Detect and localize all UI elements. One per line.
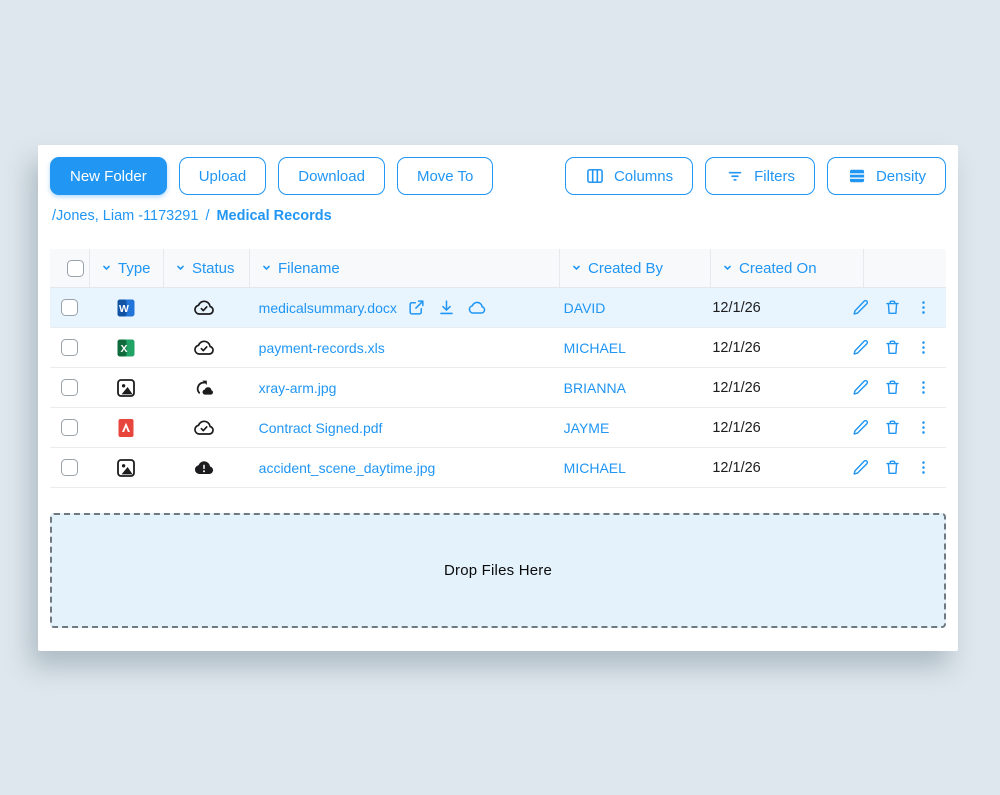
delete-icon[interactable] bbox=[883, 458, 902, 477]
table-row[interactable]: X payment-records.xls MICHAEL 12/1/26 bbox=[50, 328, 946, 368]
excel-file-icon: X bbox=[116, 338, 136, 358]
table-body: W medicalsummary.docx DAVID 12/1/26 X pa… bbox=[50, 288, 946, 488]
density-button[interactable]: Density bbox=[826, 157, 946, 195]
row-checkbox[interactable] bbox=[61, 339, 79, 356]
filters-button-label: Filters bbox=[754, 167, 795, 185]
table-header-row: Type Status Filename Created By Created … bbox=[50, 249, 946, 288]
filename-link[interactable]: payment-records.xls bbox=[258, 339, 385, 356]
column-header-created-by[interactable]: Created By bbox=[560, 249, 711, 287]
row-checkbox[interactable] bbox=[61, 459, 79, 476]
table-row[interactable]: W medicalsummary.docx DAVID 12/1/26 bbox=[50, 288, 946, 328]
download-icon[interactable] bbox=[437, 298, 456, 317]
sort-chevron-icon[interactable] bbox=[261, 260, 272, 277]
edit-icon[interactable] bbox=[851, 418, 870, 437]
download-button[interactable]: Download bbox=[278, 157, 385, 195]
sort-chevron-icon[interactable] bbox=[175, 260, 186, 277]
dropzone-label: Drop Files Here bbox=[443, 562, 553, 579]
cloud-sync-icon bbox=[192, 376, 216, 400]
columns-button-label: Columns bbox=[613, 167, 674, 185]
toolbar: New Folder Upload Download Move To Colum… bbox=[50, 157, 946, 195]
breadcrumb-current: Medical Records bbox=[216, 208, 332, 224]
sort-chevron-icon[interactable] bbox=[722, 260, 733, 277]
columns-button[interactable]: Columns bbox=[564, 157, 694, 195]
created-by-link[interactable]: JAYME bbox=[563, 419, 610, 436]
filename-link[interactable]: xray-arm.jpg bbox=[258, 379, 337, 396]
sort-chevron-icon[interactable] bbox=[101, 260, 112, 277]
delete-icon[interactable] bbox=[883, 418, 902, 437]
filename-link[interactable]: Contract Signed.pdf bbox=[258, 419, 383, 436]
filters-button[interactable]: Filters bbox=[705, 157, 815, 195]
created-on-value: 12/1/26 bbox=[712, 379, 761, 396]
delete-icon[interactable] bbox=[883, 298, 902, 317]
new-folder-button[interactable]: New Folder bbox=[50, 157, 167, 195]
more-options-icon[interactable] bbox=[915, 338, 932, 357]
more-options-icon[interactable] bbox=[915, 418, 932, 437]
edit-icon[interactable] bbox=[851, 298, 870, 317]
files-table: Type Status Filename Created By Created … bbox=[50, 249, 946, 488]
file-manager-panel: New Folder Upload Download Move To Colum… bbox=[38, 145, 958, 651]
column-header-type[interactable]: Type bbox=[90, 249, 164, 287]
breadcrumb-parent-link[interactable]: /Jones, Liam -1173291 bbox=[52, 208, 199, 224]
table-row[interactable]: Contract Signed.pdf JAYME 12/1/26 bbox=[50, 408, 946, 448]
created-by-link[interactable]: DAVID bbox=[563, 299, 606, 316]
column-header-label: Status bbox=[192, 259, 235, 277]
breadcrumb-separator: / bbox=[205, 208, 210, 224]
breadcrumb: /Jones, Liam -1173291 / Medical Records bbox=[52, 208, 946, 224]
file-dropzone[interactable]: Drop Files Here bbox=[50, 513, 946, 628]
image-file-icon bbox=[116, 378, 136, 398]
delete-icon[interactable] bbox=[883, 378, 902, 397]
column-header-label: Type bbox=[118, 259, 151, 277]
toolbar-left-group: New Folder Upload Download Move To bbox=[50, 157, 494, 195]
columns-icon bbox=[585, 166, 605, 186]
created-on-value: 12/1/26 bbox=[712, 299, 761, 316]
created-on-value: 12/1/26 bbox=[712, 339, 761, 356]
cloud-check-icon bbox=[192, 336, 216, 360]
row-checkbox[interactable] bbox=[61, 379, 79, 396]
svg-text:W: W bbox=[119, 303, 129, 315]
delete-icon[interactable] bbox=[883, 338, 902, 357]
upload-button[interactable]: Upload bbox=[178, 157, 267, 195]
column-header-label: Created By bbox=[588, 259, 664, 277]
row-checkbox[interactable] bbox=[61, 419, 79, 436]
cloud-alert-icon bbox=[192, 456, 216, 480]
created-by-link[interactable]: MICHAEL bbox=[563, 339, 626, 356]
external-link-icon[interactable] bbox=[407, 298, 426, 317]
column-header-created-on[interactable]: Created On bbox=[711, 249, 864, 287]
filename-link[interactable]: accident_scene_daytime.jpg bbox=[258, 459, 436, 476]
filename-link[interactable]: medicalsummary.docx bbox=[258, 299, 397, 316]
cloud-check-icon bbox=[192, 296, 216, 320]
select-all-checkbox[interactable] bbox=[66, 259, 84, 277]
column-header-label: Created On bbox=[739, 259, 817, 277]
sort-chevron-icon[interactable] bbox=[571, 260, 582, 277]
word-file-icon: W bbox=[116, 298, 136, 318]
cloud-icon[interactable] bbox=[467, 298, 487, 318]
svg-text:X: X bbox=[120, 343, 127, 355]
column-header-actions bbox=[864, 249, 946, 287]
created-on-value: 12/1/26 bbox=[712, 459, 761, 476]
more-options-icon[interactable] bbox=[915, 458, 932, 477]
pdf-file-icon bbox=[116, 418, 136, 438]
column-header-label: Filename bbox=[278, 259, 340, 277]
column-header-status[interactable]: Status bbox=[164, 249, 250, 287]
edit-icon[interactable] bbox=[851, 378, 870, 397]
created-on-value: 12/1/26 bbox=[712, 419, 761, 436]
more-options-icon[interactable] bbox=[915, 378, 932, 397]
created-by-link[interactable]: MICHAEL bbox=[563, 459, 626, 476]
more-options-icon[interactable] bbox=[915, 298, 932, 317]
edit-icon[interactable] bbox=[851, 458, 870, 477]
select-all-cell bbox=[50, 249, 90, 287]
move-to-button[interactable]: Move To bbox=[396, 157, 494, 195]
table-row[interactable]: xray-arm.jpg BRIANNA 12/1/26 bbox=[50, 368, 946, 408]
density-button-label: Density bbox=[875, 167, 926, 185]
toolbar-right-group: Columns Filters bbox=[564, 157, 946, 195]
row-checkbox[interactable] bbox=[61, 299, 79, 316]
column-header-filename[interactable]: Filename bbox=[250, 249, 560, 287]
table-row[interactable]: accident_scene_daytime.jpg MICHAEL 12/1/… bbox=[50, 448, 946, 488]
edit-icon[interactable] bbox=[851, 338, 870, 357]
created-by-link[interactable]: BRIANNA bbox=[563, 379, 626, 396]
density-icon bbox=[847, 166, 867, 186]
image-file-icon bbox=[116, 458, 136, 478]
cloud-check-icon bbox=[192, 416, 216, 440]
filter-icon bbox=[725, 166, 745, 186]
